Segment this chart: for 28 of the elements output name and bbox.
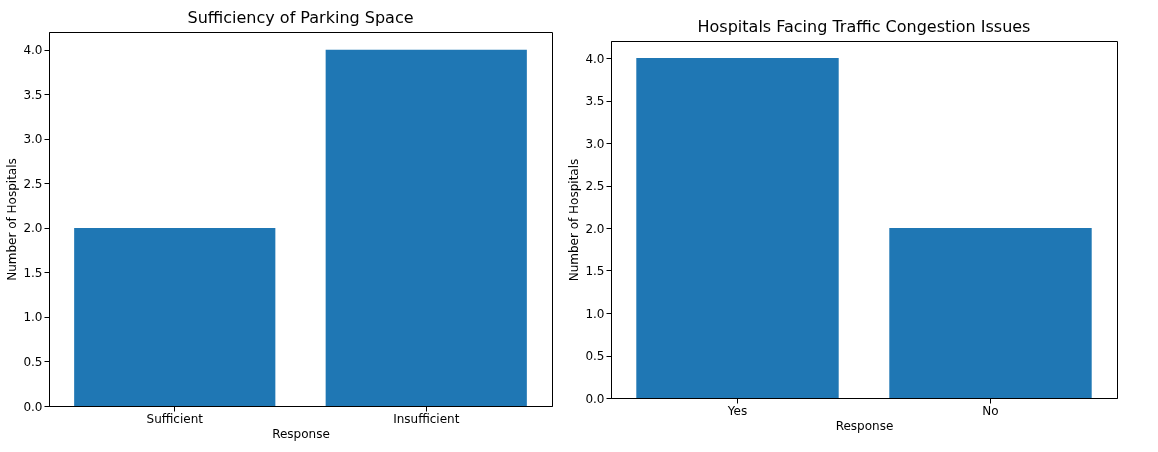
y-axis-title: Number of Hospitals (5, 158, 20, 281)
y-tick-label: 1.0 (23, 310, 43, 325)
y-tick-label: 3.5 (585, 94, 605, 108)
x-axis-title: Response (272, 426, 330, 441)
y-tick-label: 3.5 (23, 87, 43, 102)
y-axis-title: Number of Hospitals (567, 158, 582, 282)
y-tick-label: 1.0 (585, 306, 605, 321)
y-tick-label: 2.5 (23, 176, 43, 191)
y-tick-label: 4.0 (23, 43, 43, 58)
y-tick-label: 1.5 (585, 264, 605, 278)
y-tick-label: 0.5 (23, 354, 43, 369)
y-tick-label: 0.5 (585, 349, 605, 363)
y-tick-label: 3.0 (585, 136, 605, 151)
x-axis-title: Response (835, 418, 894, 433)
y-tick-label: 0.0 (23, 399, 43, 414)
x-tick-label: Insufficient (393, 411, 460, 426)
y-tick-label: 0.0 (585, 391, 605, 406)
y-tick-label: 3.0 (23, 132, 43, 147)
y-tick-label: 4.0 (585, 51, 605, 66)
x-tick-label: Sufficient (146, 411, 204, 426)
y-tick-label: 2.0 (585, 221, 605, 236)
y-tick-label: 1.5 (23, 265, 43, 280)
y-tick-label: 2.5 (585, 179, 605, 193)
y-tick-label: 2.0 (23, 221, 43, 236)
chart-title: Hospitals Facing Traffic Congestion Issues (697, 17, 1031, 36)
chart-title: Sufficiency of Parking Space (187, 8, 414, 27)
x-tick-label: Yes (726, 403, 748, 418)
x-tick-label: No (982, 403, 999, 418)
